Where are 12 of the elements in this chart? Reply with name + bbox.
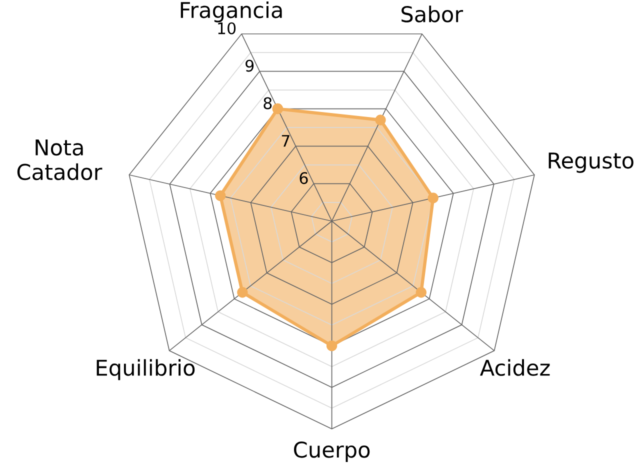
spoke-label: Cuerpo (294, 442, 370, 462)
spoke-label: Sabor (402, 6, 464, 23)
y-tick-label: 9 (246, 60, 254, 72)
spoke-label: Acidez (480, 359, 550, 376)
y-tick-label: 6 (300, 172, 308, 184)
spoke-label: Nota Catador (17, 140, 102, 180)
y-tick-label: 10 (218, 22, 236, 35)
spoke-label: Regusto (548, 152, 634, 174)
y-tick-label: 8 (264, 97, 272, 110)
spoke-label: Fragancia (180, 2, 282, 23)
spoke-label: Equilibrio (96, 359, 195, 380)
y-tick-label: 7 (282, 135, 290, 147)
